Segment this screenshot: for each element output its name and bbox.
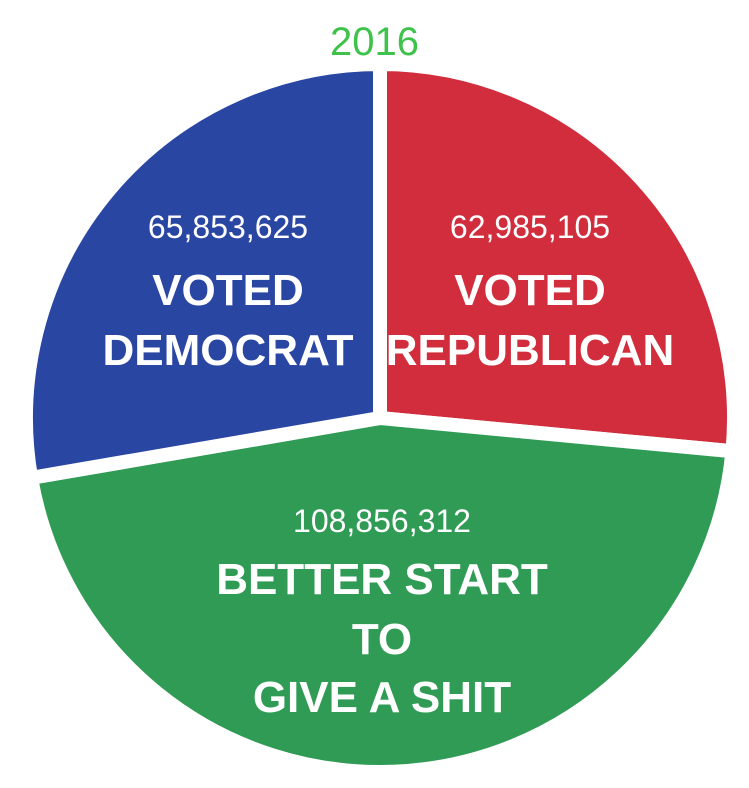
democrat-label-line-2: DEMOCRAT — [103, 326, 354, 375]
democrat-label-line-1: VOTED — [152, 266, 304, 315]
chart-title: 2016 — [330, 20, 419, 64]
republican-label-line-1: VOTED — [454, 266, 606, 315]
pie-slice-democrat — [19, 57, 387, 485]
pie-labels: 65,853,625 VOTED DEMOCRAT 62,985,105 VOT… — [103, 209, 675, 722]
republican-label-line-2: REPUBLICAN — [386, 326, 674, 375]
pie-slice-republican — [373, 57, 741, 459]
nonvoters-label-line-1: BETTER START — [216, 555, 548, 604]
democrat-value-label: 65,853,625 — [148, 209, 308, 245]
pie-slice-nonvoters — [24, 411, 740, 779]
pie-slices — [19, 57, 741, 779]
nonvoters-label-line-2: TO — [352, 615, 412, 664]
nonvoters-label-line-3: GIVE A SHIT — [253, 673, 511, 722]
republican-value-label: 62,985,105 — [450, 209, 610, 245]
nonvoters-value-label: 108,856,312 — [293, 503, 471, 539]
